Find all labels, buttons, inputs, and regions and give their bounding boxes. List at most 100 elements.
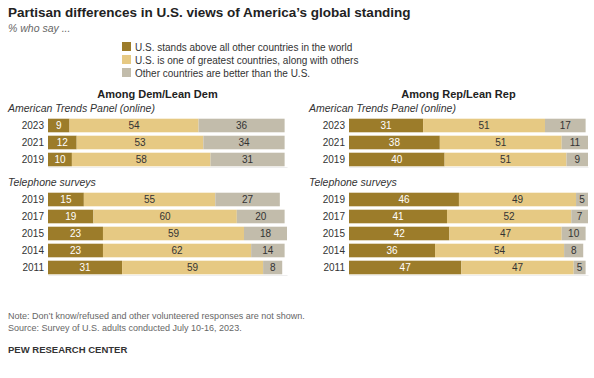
bar <box>48 153 72 167</box>
y-axis: 2023 2021 2019 <box>22 118 49 169</box>
bar <box>203 136 284 150</box>
y-tick-label: 2014 <box>22 245 45 256</box>
data-label: 47 <box>500 228 512 239</box>
y-tick: 2019 <box>323 194 349 205</box>
data-label: 20 <box>255 211 267 222</box>
data-labels: 91210545358363431 <box>54 120 253 165</box>
x-axis-line <box>350 167 589 168</box>
data-label: 54 <box>494 245 506 256</box>
data-label: 10 <box>568 228 580 239</box>
plot-area <box>48 119 285 167</box>
bar <box>349 244 435 258</box>
legend-item: Other countries are better than the U.S. <box>122 68 310 79</box>
group-label: American Trends Panel (online) <box>7 102 155 114</box>
bar <box>77 136 204 150</box>
data-label: 10 <box>54 154 66 165</box>
data-label: 31 <box>380 120 392 131</box>
bar <box>48 227 103 241</box>
subtitle: % who say ... <box>8 22 70 34</box>
legend-label: Other countries are better than the U.S. <box>135 68 310 79</box>
legend-swatch <box>122 42 131 51</box>
data-label: 52 <box>504 211 516 222</box>
data-label: 31 <box>242 154 254 165</box>
bar <box>122 261 263 275</box>
data-label: 8 <box>270 262 276 273</box>
data-label: 15 <box>60 194 72 205</box>
y-tick-label: 2023 <box>323 120 346 131</box>
bar <box>211 153 285 167</box>
data-label: 36 <box>236 120 248 131</box>
bar <box>48 244 103 258</box>
data-label: 7 <box>577 211 583 222</box>
chart-1: Telephone surveys15192323315560596259272… <box>8 176 288 277</box>
y-tick: 2015 <box>323 228 349 239</box>
legend-label: U.S. is one of greatest countries, along… <box>135 55 358 66</box>
y-tick: 2014 <box>323 245 349 256</box>
y-tick: 2021 <box>323 137 349 148</box>
chart-svg: Partisan differences in U.S. views of Am… <box>0 0 594 378</box>
group-label: American Trends Panel (online) <box>308 102 456 114</box>
bar <box>435 244 564 258</box>
bar <box>70 119 199 133</box>
bar <box>244 227 287 241</box>
bar <box>349 119 423 133</box>
y-axis-line <box>349 118 350 169</box>
data-label: 5 <box>579 194 585 205</box>
bar <box>349 136 440 150</box>
bar <box>545 119 586 133</box>
bar <box>423 119 545 133</box>
bar <box>237 210 285 224</box>
y-axis: 20192017201520142011 <box>22 192 49 277</box>
bar <box>72 153 211 167</box>
data-label: 36 <box>386 245 398 256</box>
data-label: 31 <box>79 262 91 273</box>
data-label: 42 <box>394 228 406 239</box>
credit: PEW RESEARCH CENTER <box>8 344 127 355</box>
y-tick: 2019 <box>22 154 48 165</box>
plot-area <box>349 193 588 275</box>
bar <box>349 193 459 207</box>
x-axis <box>350 275 589 276</box>
note: Source: Survey of U.S. adults conducted … <box>8 323 242 333</box>
x-axis <box>49 275 288 276</box>
bar <box>574 261 586 275</box>
panel-title: Among Rep/Lean Rep <box>401 88 516 100</box>
group-label: Telephone surveys <box>309 176 398 188</box>
legend-swatch <box>122 55 131 64</box>
data-label: 18 <box>260 228 272 239</box>
data-labels: 15192323315560596259272018148 <box>60 194 276 273</box>
data-label: 46 <box>398 194 410 205</box>
plot-area <box>48 193 287 275</box>
bar <box>48 136 77 150</box>
data-label: 41 <box>392 211 404 222</box>
data-label: 23 <box>70 228 82 239</box>
data-labels: 31384051515117119 <box>380 120 580 165</box>
y-tick-label: 2019 <box>22 194 45 205</box>
data-label: 47 <box>400 262 412 273</box>
legend: U.S. stands above all other countries in… <box>122 42 358 79</box>
y-tick-label: 2023 <box>22 120 45 131</box>
data-label: 55 <box>144 194 156 205</box>
data-label: 9 <box>56 120 62 131</box>
y-tick-label: 2017 <box>323 211 346 222</box>
data-label: 14 <box>262 245 274 256</box>
panel-title: Among Dem/Lean Dem <box>97 88 218 100</box>
data-label: 23 <box>70 245 82 256</box>
y-tick: 2023 <box>22 120 48 131</box>
y-tick: 2023 <box>323 120 349 131</box>
bar <box>199 119 285 133</box>
data-label: 59 <box>168 228 180 239</box>
legend-swatch <box>122 68 131 77</box>
bar <box>576 193 588 207</box>
bar <box>93 210 236 224</box>
y-tick: 2011 <box>323 262 349 273</box>
y-tick: 2015 <box>22 228 48 239</box>
bar <box>48 193 84 207</box>
data-label: 49 <box>512 194 524 205</box>
y-tick: 2021 <box>22 137 48 148</box>
bar <box>251 244 284 258</box>
data-label: 11 <box>570 137 581 148</box>
data-label: 8 <box>571 245 577 256</box>
legend-label: U.S. stands above all other countries in… <box>135 42 352 53</box>
legend-item: U.S. is one of greatest countries, along… <box>122 55 358 66</box>
